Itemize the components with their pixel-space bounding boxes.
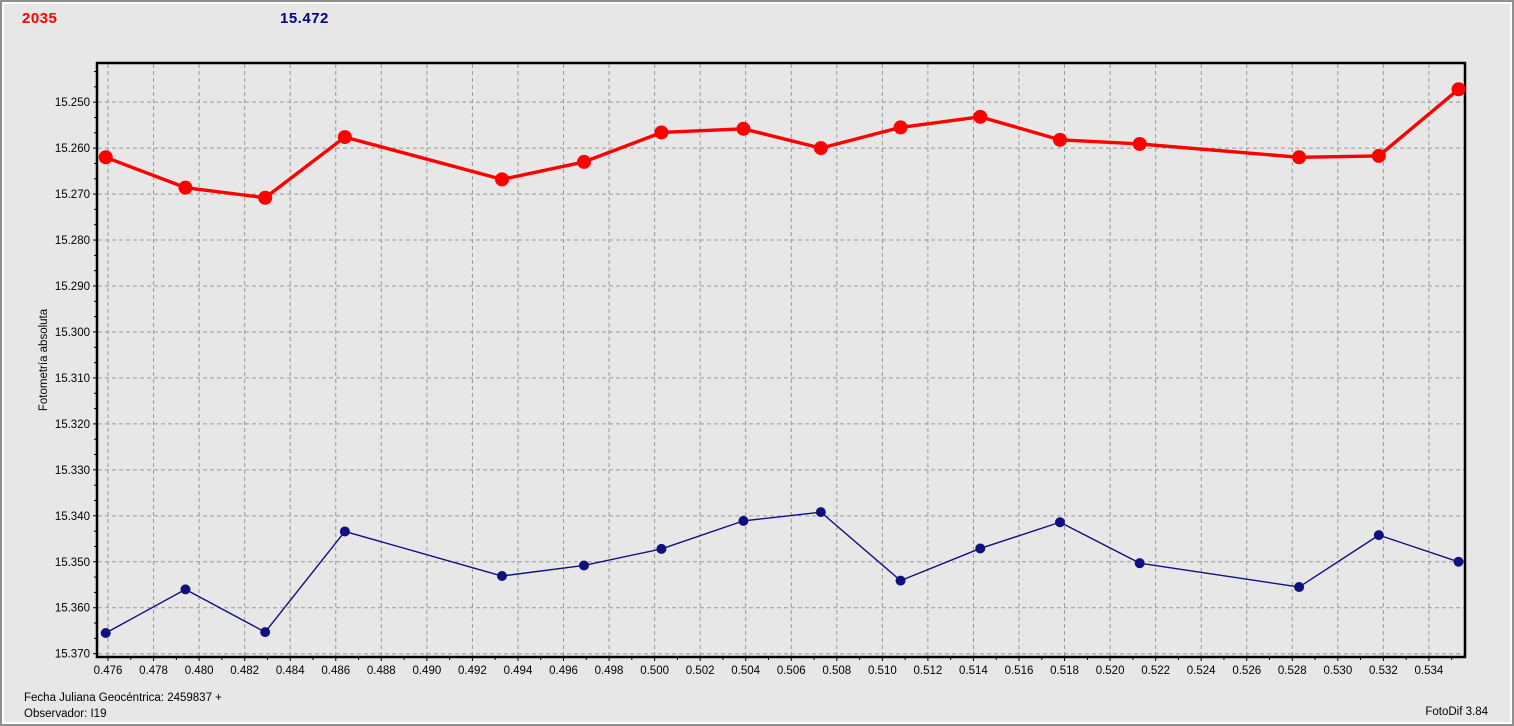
x-tick-label: 0.514 (959, 665, 988, 677)
x-tick-label: 0.522 (1141, 665, 1170, 677)
x-tick-label: 0.480 (185, 665, 214, 677)
x-tick-label: 0.492 (458, 665, 487, 677)
x-tick-label: 0.500 (640, 665, 669, 677)
julian-date-text: Fecha Juliana Geocéntrica: 2459837 + (24, 692, 222, 704)
x-tick-label: 0.476 (94, 665, 123, 677)
y-axis-title: Fotometría absoluta (38, 308, 50, 412)
upper-red-series-line (105, 87, 1460, 200)
x-tick-label: 0.524 (1187, 665, 1216, 677)
lower-blue-series-marker (579, 560, 590, 571)
upper-red-series-marker (495, 172, 510, 187)
x-tick-label: 0.534 (1415, 665, 1444, 677)
lower-blue-series-marker (656, 543, 667, 554)
upper-red-series-marker (178, 180, 193, 195)
upper-red-series-marker (893, 120, 908, 135)
lower-blue-series-marker (1453, 556, 1464, 567)
upper-red-series-marker (1132, 136, 1147, 151)
lower-blue-series-marker (1373, 530, 1384, 541)
upper-red-series-marker (1451, 82, 1466, 97)
lower-blue-series-marker (815, 507, 826, 518)
lower-blue-series-marker (260, 627, 271, 638)
x-tick-label: 0.518 (1050, 665, 1079, 677)
lower-blue-series-marker (180, 584, 191, 595)
y-tick-label: 15.270 (55, 189, 90, 201)
x-tick-label: 0.512 (914, 665, 943, 677)
x-tick-label: 0.496 (549, 665, 578, 677)
upper-red-series-marker (1371, 148, 1386, 163)
upper-red-series-marker (736, 121, 751, 136)
upper-red-series-marker (813, 141, 828, 156)
upper-red-series-marker (1292, 150, 1307, 165)
lower-blue-series-marker (339, 526, 350, 537)
y-tick-label: 15.310 (55, 373, 90, 385)
y-tick-label: 15.350 (55, 557, 90, 569)
x-tick-label: 0.526 (1232, 665, 1261, 677)
x-tick-label: 0.510 (868, 665, 897, 677)
lower-blue-series-marker (975, 543, 986, 554)
x-tick-label: 0.504 (731, 665, 760, 677)
y-tick-label: 15.340 (55, 511, 90, 523)
y-tick-label: 15.320 (55, 419, 90, 431)
y-tick-label: 15.360 (55, 603, 90, 615)
lower-blue-series-marker (1134, 558, 1145, 569)
x-tick-label: 0.520 (1096, 665, 1125, 677)
lower-blue-series-marker (497, 571, 508, 582)
object-number-label: 2035 (22, 10, 58, 27)
y-tick-label: 15.280 (55, 235, 90, 247)
plot-background (98, 64, 1464, 656)
x-tick-label: 0.502 (686, 665, 715, 677)
lower-blue-series-marker (1294, 582, 1305, 593)
x-tick-label: 0.516 (1005, 665, 1034, 677)
app-version-text: FotoDif 3.84 (1425, 706, 1488, 718)
x-tick-label: 0.528 (1278, 665, 1307, 677)
observer-text: Observador: I19 (24, 708, 107, 720)
lower-blue-series-marker (738, 515, 749, 526)
x-tick-label: 0.478 (139, 665, 168, 677)
y-tick-label: 15.290 (55, 281, 90, 293)
lower-blue-series-marker (100, 628, 111, 639)
y-tick-label: 15.370 (55, 649, 90, 661)
x-tick-label: 0.498 (595, 665, 624, 677)
upper-red-series-marker (1052, 132, 1067, 147)
y-tick-label: 15.300 (55, 327, 90, 339)
upper-red-series-marker (654, 125, 669, 140)
y-tick-label: 15.250 (55, 97, 90, 109)
x-tick-label: 0.506 (777, 665, 806, 677)
x-tick-label: 0.508 (822, 665, 851, 677)
lower-blue-series-marker (1054, 517, 1065, 528)
x-tick-label: 0.484 (276, 665, 305, 677)
upper-red-series-marker (98, 150, 113, 165)
upper-red-series-marker (258, 190, 273, 205)
y-tick-label: 15.330 (55, 465, 90, 477)
x-tick-label: 0.490 (412, 665, 441, 677)
lower-blue-series-marker (895, 575, 906, 586)
x-tick-label: 0.532 (1369, 665, 1398, 677)
x-tick-label: 0.530 (1323, 665, 1352, 677)
upper-red-series-marker (577, 154, 592, 169)
y-tick-label: 15.260 (55, 143, 90, 155)
lower-blue-series-line (105, 511, 1459, 634)
x-tick-label: 0.486 (321, 665, 350, 677)
plot-border (95, 61, 1467, 659)
upper-red-series-marker (973, 109, 988, 124)
upper-red-series-marker (337, 130, 352, 145)
x-tick-label: 0.494 (504, 665, 533, 677)
reference-magnitude-label: 15.472 (280, 10, 329, 27)
x-tick-label: 0.482 (230, 665, 259, 677)
x-tick-label: 0.488 (367, 665, 396, 677)
